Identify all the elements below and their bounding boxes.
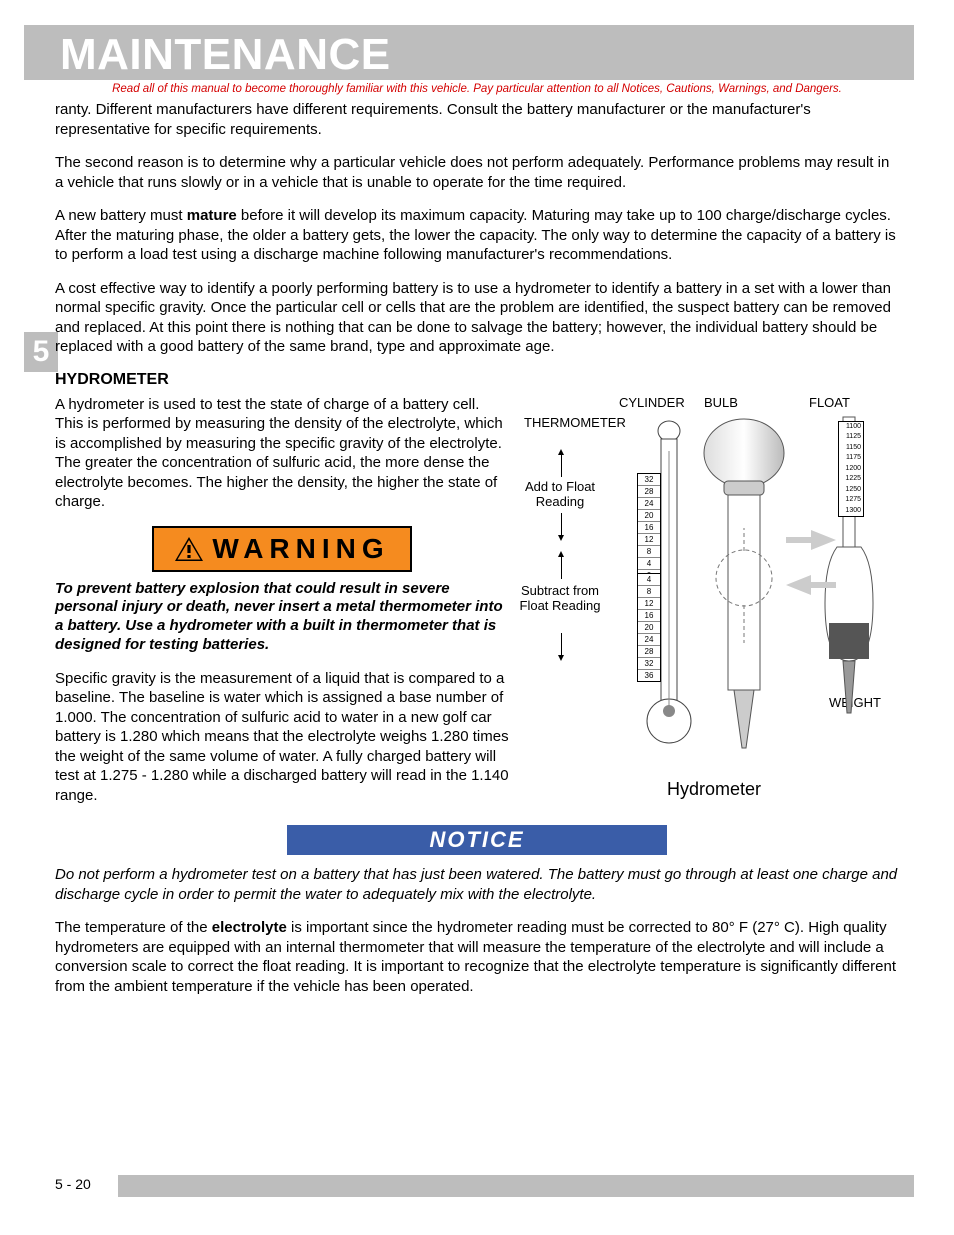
fig-label-cylinder: CYLINDER xyxy=(619,395,685,410)
arrow-up-icon xyxy=(561,557,562,579)
footer-bar xyxy=(118,1175,914,1197)
figure-caption: Hydrometer xyxy=(529,779,899,800)
fig-label-add: Add to Float Reading xyxy=(515,479,605,509)
paragraph: Specific gravity is the measurement of a… xyxy=(55,669,509,806)
fig-label-float: FLOAT xyxy=(809,395,850,410)
motion-arrows-icon xyxy=(781,530,841,610)
paragraph: The second reason is to determine why a … xyxy=(55,153,899,192)
warning-body: To prevent battery explosion that could … xyxy=(55,580,509,655)
bold-text: mature xyxy=(187,207,237,224)
fig-label-thermometer: THERMOMETER xyxy=(524,415,626,430)
arrow-down-icon xyxy=(561,633,562,655)
safety-banner: Read all of this manual to become thorou… xyxy=(55,83,899,95)
float-scale: 110011251150117512001225125012751300 xyxy=(838,421,864,518)
two-column-layout: A hydrometer is used to test the state o… xyxy=(55,395,899,820)
paragraph: ranty. Different manufacturers have diff… xyxy=(55,100,899,139)
page-title: MAINTENANCE xyxy=(60,30,391,80)
warning-triangle-icon xyxy=(174,536,204,562)
warning-label-box: WARNING xyxy=(152,526,412,572)
section-tab: 5 xyxy=(24,332,58,372)
add-scale: 322824201612840 xyxy=(637,473,661,582)
bulb-hydrometer-icon xyxy=(694,413,794,763)
paragraph: A cost effective way to identify a poorl… xyxy=(55,279,899,357)
text: The temperature of the xyxy=(55,919,212,936)
content-area: ranty. Different manufacturers have diff… xyxy=(55,100,899,1010)
text: A new battery must xyxy=(55,207,187,224)
notice-label-box: NOTICE xyxy=(287,825,667,855)
arrow-down-icon xyxy=(561,513,562,535)
bold-text: electrolyte xyxy=(212,919,287,936)
arrow-up-icon xyxy=(561,455,562,477)
right-column: CYLINDER BULB FLOAT THERMOMETER Add to F… xyxy=(529,395,899,820)
fig-label-bulb: BULB xyxy=(704,395,738,410)
paragraph: A new battery must mature before it will… xyxy=(55,206,899,265)
left-column: A hydrometer is used to test the state o… xyxy=(55,395,509,820)
page-number: 5 - 20 xyxy=(55,1176,91,1192)
notice-body: Do not perform a hydrometer test on a ba… xyxy=(55,865,899,904)
warning-label-text: WARNING xyxy=(212,533,389,565)
hydrometer-heading: HYDROMETER xyxy=(55,371,899,389)
hydrometer-figure: CYLINDER BULB FLOAT THERMOMETER Add to F… xyxy=(529,395,899,775)
paragraph: A hydrometer is used to test the state o… xyxy=(55,395,509,512)
paragraph: The temperature of the electrolyte is im… xyxy=(55,918,899,996)
fig-label-subtract: Subtract from Float Reading xyxy=(515,583,605,613)
subtract-scale: 4812162024283236 xyxy=(637,573,661,682)
